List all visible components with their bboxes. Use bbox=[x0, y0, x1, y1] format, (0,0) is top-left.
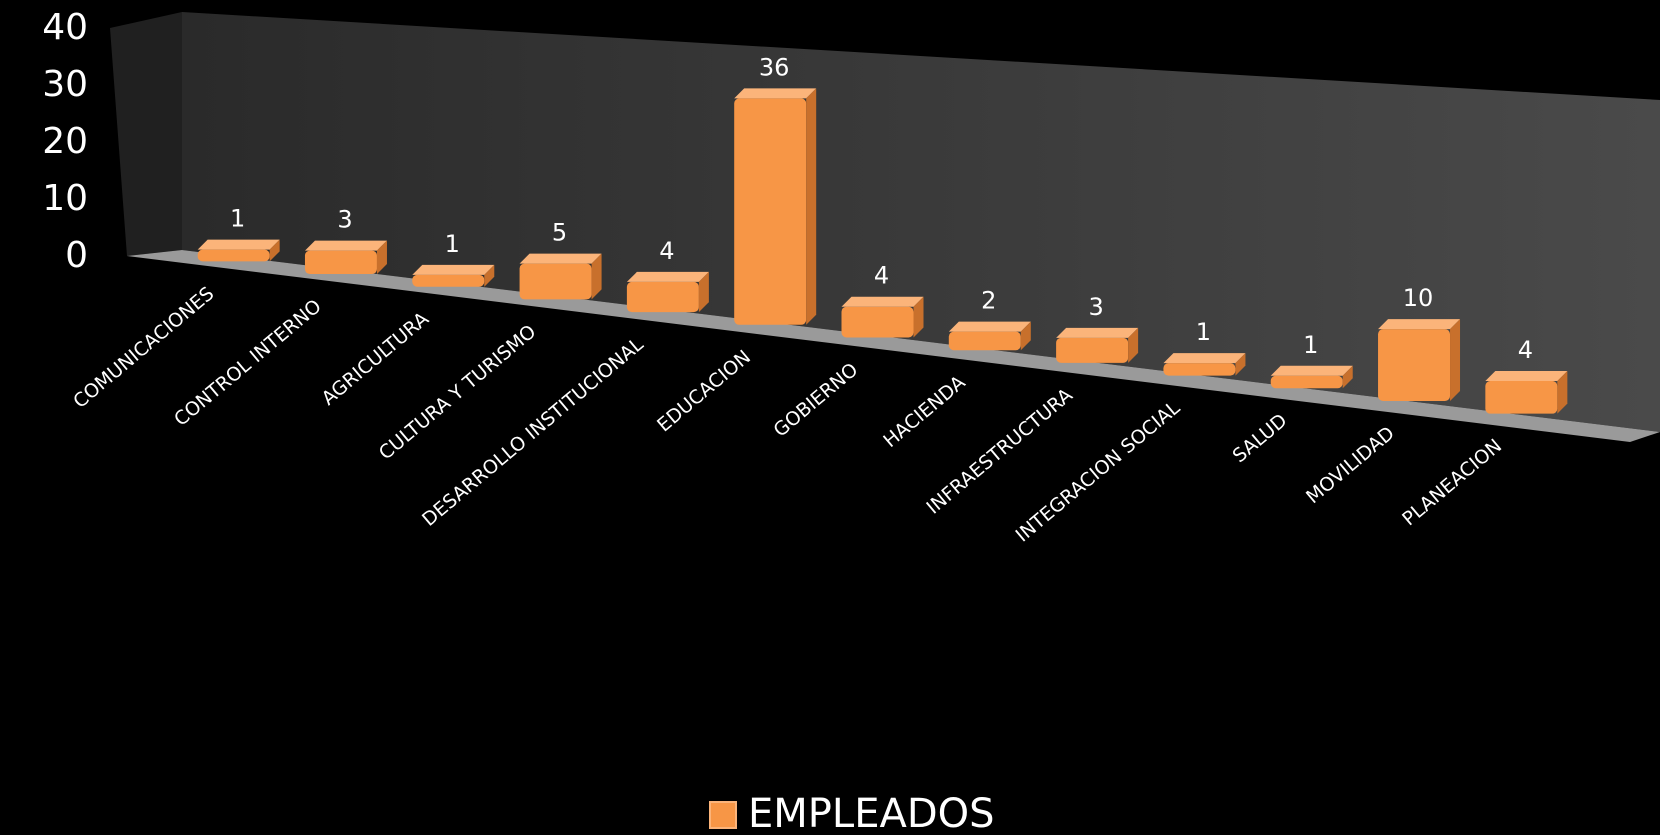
data-label: 1 bbox=[1303, 331, 1318, 359]
data-label: 4 bbox=[659, 237, 674, 265]
bar-side bbox=[913, 296, 924, 338]
bar-top bbox=[948, 321, 1031, 332]
y-tick-label: 30 bbox=[42, 64, 88, 105]
bar-top bbox=[412, 264, 495, 275]
y-tick-label: 20 bbox=[42, 121, 88, 162]
bar bbox=[1485, 381, 1558, 414]
bar bbox=[948, 331, 1021, 351]
y-tick-label: 10 bbox=[42, 178, 88, 219]
x-tick-label: HACIENDA bbox=[879, 371, 969, 452]
x-tick-label: SALUD bbox=[1229, 409, 1292, 467]
x-tick-label: GOBIERNO bbox=[769, 359, 862, 442]
bar-side bbox=[376, 240, 387, 275]
bar-side bbox=[269, 239, 280, 262]
bar-top bbox=[519, 253, 602, 264]
bar-top bbox=[1056, 327, 1139, 338]
bar-side bbox=[1235, 353, 1246, 376]
bar-top bbox=[626, 271, 709, 282]
data-label: 3 bbox=[337, 206, 352, 234]
bar bbox=[1378, 329, 1451, 401]
bar-side bbox=[1128, 327, 1139, 363]
bar bbox=[1270, 375, 1343, 389]
bar bbox=[1056, 337, 1129, 363]
bar-side bbox=[806, 88, 817, 325]
x-tick-label: EDUCACION bbox=[653, 346, 755, 436]
bar-top bbox=[841, 296, 924, 307]
x-tick-label: PLANEACION bbox=[1398, 435, 1506, 531]
side-wall bbox=[110, 12, 182, 256]
bar-top bbox=[734, 88, 817, 99]
bar-top bbox=[1485, 371, 1568, 382]
data-label: 36 bbox=[759, 53, 790, 81]
bar-top bbox=[197, 239, 280, 250]
data-label: 2 bbox=[981, 287, 996, 315]
x-tick-label: MOVILIDAD bbox=[1302, 422, 1399, 508]
bar-top bbox=[1270, 365, 1353, 376]
bar bbox=[626, 281, 699, 313]
data-label: 3 bbox=[1088, 293, 1103, 321]
bar-side bbox=[591, 253, 602, 300]
bar-side bbox=[698, 271, 709, 313]
data-label: 4 bbox=[874, 262, 889, 290]
bar bbox=[412, 274, 485, 287]
bar bbox=[1163, 363, 1236, 376]
bar bbox=[841, 306, 914, 338]
y-tick-label: 0 bbox=[65, 235, 88, 276]
data-label: 10 bbox=[1403, 284, 1434, 312]
bar bbox=[734, 98, 807, 325]
bar-top bbox=[1163, 353, 1246, 364]
bar-side bbox=[1342, 365, 1353, 389]
legend-label: EMPLEADOS bbox=[748, 791, 995, 835]
bar-side bbox=[1450, 319, 1461, 401]
data-label: 5 bbox=[552, 219, 567, 247]
y-tick-label: 40 bbox=[42, 7, 88, 48]
back-wall bbox=[182, 12, 1660, 432]
bar-side bbox=[1020, 321, 1031, 351]
bar-side bbox=[484, 264, 495, 287]
x-tick-label: DESARROLLO INSTITUCIONAL bbox=[418, 333, 648, 531]
legend-swatch bbox=[709, 801, 737, 829]
bar-side bbox=[1557, 371, 1568, 414]
bar bbox=[304, 250, 377, 275]
bar bbox=[197, 249, 270, 262]
data-label: 1 bbox=[1196, 318, 1211, 346]
data-label: 1 bbox=[445, 230, 460, 258]
x-tick-label: AGRICULTURA bbox=[318, 308, 433, 410]
data-label: 4 bbox=[1518, 336, 1533, 364]
floor bbox=[127, 250, 1660, 442]
bar bbox=[519, 263, 592, 300]
bar-top bbox=[304, 240, 387, 251]
data-label: 1 bbox=[230, 205, 245, 233]
bar-top bbox=[1378, 319, 1461, 330]
